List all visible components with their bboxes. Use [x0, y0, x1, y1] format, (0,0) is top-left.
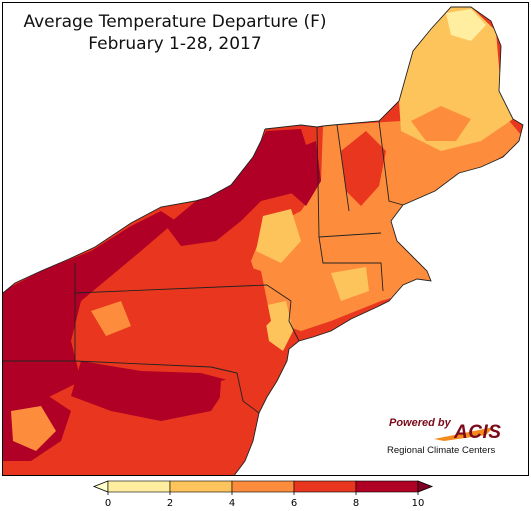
- swoosh-icon: [434, 427, 494, 441]
- legend-tick-label: 8: [353, 498, 359, 509]
- legend-tick-label: 0: [105, 498, 111, 509]
- contour-4-6-maine-patch: [411, 106, 471, 141]
- map-subtitle: February 1-28, 2017: [88, 34, 262, 54]
- legend-below-arrow: [92, 480, 109, 493]
- contour-4-6-newengland: [251, 111, 523, 331]
- contour-0-2-north: [446, 9, 486, 41]
- legend-tick-label: 10: [412, 498, 425, 509]
- legend-bin-0-2: [107, 480, 171, 493]
- legend-colorbar: 0 2 4 6 8 10: [92, 480, 434, 509]
- contour-2-4-ny: [256, 209, 301, 263]
- contour-2-4-ct: [331, 267, 369, 301]
- contour-6-8-nh: [341, 131, 386, 206]
- map-frame: [2, 2, 529, 476]
- map-title: Average Temperature Departure (F): [23, 12, 327, 32]
- contour-2-4-nj: [263, 301, 293, 351]
- rcc-text: Regional Climate Centers: [387, 445, 496, 456]
- powered-by-text: Powered by: [389, 417, 451, 429]
- legend-tick-label: 2: [167, 498, 173, 509]
- contour-8-10-west: [3, 211, 176, 401]
- legend-bin-2-4: [169, 480, 233, 493]
- legend-tick-label: 6: [291, 498, 297, 509]
- state-borders: [3, 6, 524, 475]
- legend-above-arrow: [417, 480, 434, 493]
- contour-8-10-ny: [166, 129, 311, 246]
- contour-8-10-south: [71, 361, 231, 421]
- contour-6-8-de: [216, 371, 261, 461]
- contour-6-8-mid: [61, 251, 271, 371]
- legend-tick-label: 4: [229, 498, 235, 509]
- contour-8-10-ny-east: [289, 141, 321, 206]
- contour-4-6-wv: [11, 406, 56, 451]
- acis-logo: Powered by ACIS Regional Climate Centers: [382, 413, 512, 459]
- temperature-contours: [3, 7, 523, 461]
- acis-wordmark: ACIS: [454, 422, 502, 443]
- legend-bin-6-8: [293, 480, 357, 493]
- contour-4-6-pa-patch: [91, 301, 131, 336]
- legend-bin-4-6: [231, 480, 295, 493]
- temperature-map: [3, 6, 524, 475]
- legend-bin-8-10: [355, 480, 419, 493]
